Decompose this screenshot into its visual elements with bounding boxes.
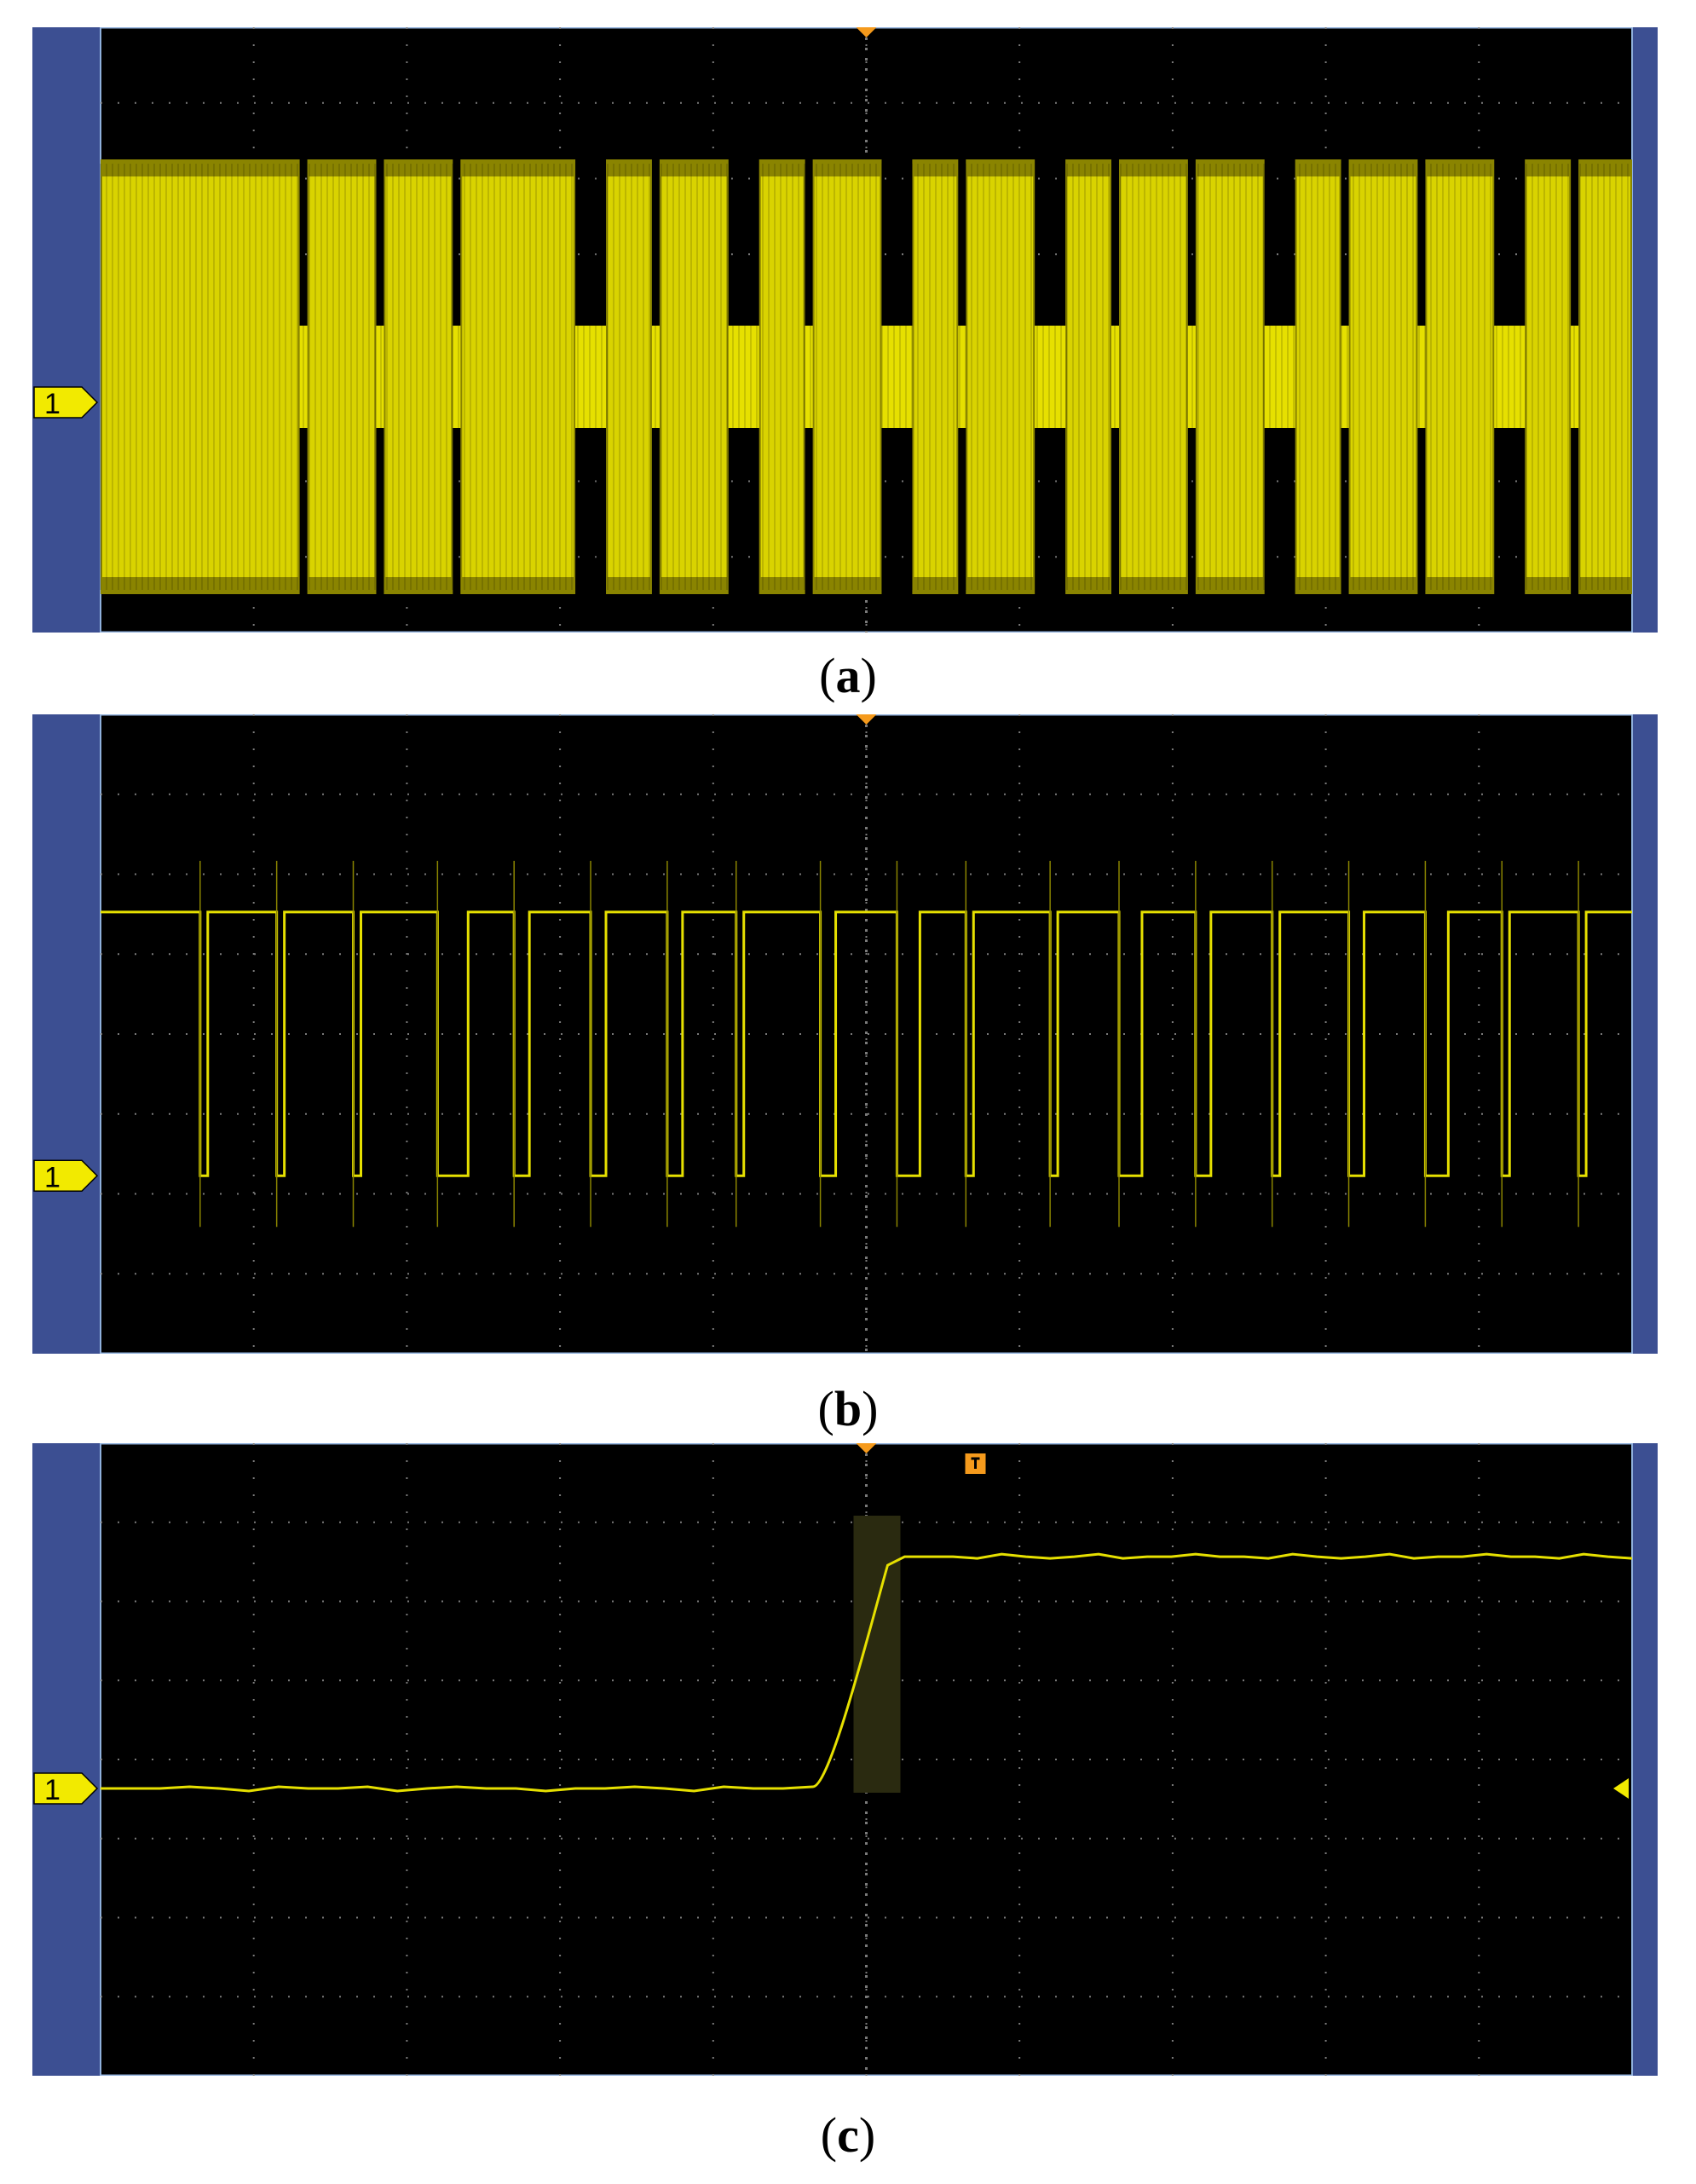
trace-modulated-burst <box>101 159 1632 594</box>
left-side-panel <box>32 27 102 633</box>
caption-a-close: ) <box>861 648 877 703</box>
caption-c-open: ( <box>821 2107 837 2163</box>
caption-b-close: ) <box>862 1381 878 1436</box>
caption-b-open: ( <box>818 1381 834 1436</box>
caption-a-letter: a <box>836 648 861 703</box>
burst-body <box>1197 176 1263 577</box>
burst-body <box>102 176 298 577</box>
scope-panel-a: 1 <box>0 27 1696 633</box>
burst-body <box>661 176 727 577</box>
caption-c-close: ) <box>859 2107 875 2163</box>
burst-body <box>761 176 804 577</box>
scope-screen-c: 1 <box>0 1443 1696 2076</box>
caption-c: (c) <box>0 2106 1696 2165</box>
burst-body <box>1580 176 1630 577</box>
right-side-panel <box>1632 714 1658 1354</box>
caption-a: (a) <box>0 646 1696 706</box>
scope-screen-a: 1 <box>0 27 1696 633</box>
scope-panel-b: 1 <box>0 714 1696 1354</box>
burst-body <box>309 176 375 577</box>
caption-b: (b) <box>0 1379 1696 1439</box>
channel-marker-label: 1 <box>44 1161 61 1193</box>
caption-a-open: ( <box>819 648 835 703</box>
burst-body <box>1121 176 1186 577</box>
scope-panel-c: 1 <box>0 1443 1696 2076</box>
caption-b-letter: b <box>834 1381 862 1436</box>
scope-screen-b: 1 <box>0 714 1696 1354</box>
left-side-panel <box>32 714 102 1354</box>
left-side-panel <box>32 1443 102 2076</box>
edge-highlight-window <box>854 1516 901 1793</box>
burst-body <box>385 176 451 577</box>
channel-marker-label: 1 <box>44 388 61 420</box>
channel-marker-label: 1 <box>44 1774 61 1806</box>
right-side-panel <box>1632 27 1658 633</box>
right-side-panel <box>1632 1443 1658 2076</box>
caption-c-letter: c <box>837 2107 859 2163</box>
